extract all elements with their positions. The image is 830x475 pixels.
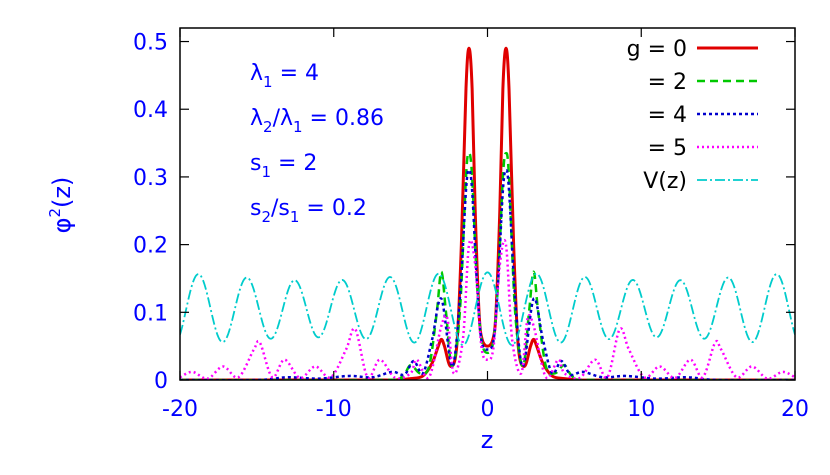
- y-tick-label: 0.4: [133, 98, 168, 123]
- annotation-part: 1: [261, 163, 271, 181]
- annotation-part: s: [250, 196, 261, 221]
- legend-label: = 2: [648, 70, 687, 95]
- annotation-part: 2: [263, 118, 273, 136]
- series-line-0: [180, 46, 795, 380]
- series-line-3: [180, 238, 795, 380]
- y-axis-label: φ2(z): [46, 177, 76, 234]
- parameter-annotation: s2/s1 = 0.2: [250, 196, 367, 226]
- parameter-annotation: s1 = 2: [250, 151, 317, 181]
- legend-label: = 5: [648, 136, 687, 161]
- y-axis-label-main: φ: [48, 218, 76, 234]
- annotation-part: s: [250, 151, 261, 176]
- annotation-part: = 4: [273, 61, 319, 86]
- parameter-annotation: λ1 = 4: [250, 61, 319, 91]
- annotation-part: /λ: [273, 106, 293, 131]
- legend-label: = 4: [648, 103, 687, 128]
- x-tick-label: 0: [481, 397, 495, 422]
- annotation-part: 1: [293, 118, 303, 136]
- y-tick-label: 0: [154, 369, 168, 394]
- annotation-part: λ: [250, 106, 263, 131]
- ticks-layer: -20 -10 0 10 20 0 0.1 0.2 0.3 0.4 0.5: [133, 28, 809, 422]
- series-line-1: [180, 151, 795, 380]
- series-line-4: [180, 271, 795, 347]
- annotation-part: = 0.86: [303, 106, 384, 131]
- y-tick-label: 0.2: [133, 234, 168, 259]
- x-tick-label: -20: [162, 397, 198, 422]
- y-tick-label: 0.1: [133, 301, 168, 326]
- x-axis-label: z: [481, 426, 494, 454]
- annotation-part: = 0.2: [299, 196, 366, 221]
- legend-label: g = 0: [627, 37, 687, 62]
- parameter-annotation: λ2/λ1 = 0.86: [250, 106, 384, 136]
- y-axis-label-sup: 2: [46, 208, 64, 218]
- legend-label: V(z): [643, 169, 687, 194]
- y-tick-label: 0.3: [133, 166, 168, 191]
- annotation-part: 1: [290, 208, 300, 226]
- x-tick-label: 10: [627, 397, 655, 422]
- annotation-part: 2: [261, 208, 271, 226]
- legend: g = 0 = 2 = 4 = 5 V(z): [627, 37, 758, 194]
- annotation-part: λ: [250, 61, 263, 86]
- plot-background: [180, 28, 795, 380]
- series-layer: [180, 46, 795, 380]
- y-tick-label: 0.5: [133, 31, 168, 56]
- x-tick-label: -10: [316, 397, 352, 422]
- annotation-part: = 2: [271, 151, 317, 176]
- y-axis-label-rest: (z): [48, 177, 76, 208]
- x-tick-label: 20: [781, 397, 809, 422]
- annotation-part: 1: [263, 73, 273, 91]
- annotation-part: /s: [271, 196, 290, 221]
- series-line-2: [180, 168, 795, 380]
